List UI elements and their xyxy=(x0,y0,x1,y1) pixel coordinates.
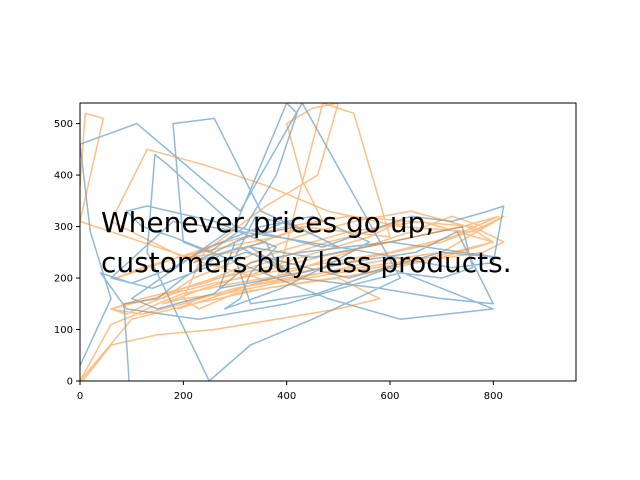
y-axis: 0 100 200 300 400 500 xyxy=(54,119,80,388)
y-tick-label: 500 xyxy=(54,119,73,130)
plot-frame xyxy=(79,102,577,382)
series-layer xyxy=(80,103,505,381)
y-tick-label: 300 xyxy=(54,222,73,233)
x-tick-label: 600 xyxy=(380,391,399,402)
x-tick-label: 400 xyxy=(277,391,296,402)
series-line-2 xyxy=(80,103,505,381)
annotation-line-1: Whenever prices go up, xyxy=(101,206,434,239)
x-tick-label: 800 xyxy=(484,391,503,402)
y-tick-label: 0 xyxy=(67,377,73,388)
x-axis: 0 200 400 600 800 xyxy=(77,381,503,402)
annotation-line-2: customers buy less products. xyxy=(101,246,512,279)
series-line-1 xyxy=(80,103,505,381)
y-tick-label: 400 xyxy=(54,171,73,182)
y-tick-label: 200 xyxy=(54,274,73,285)
x-tick-label: 0 xyxy=(77,391,83,402)
y-tick-label: 100 xyxy=(54,325,73,336)
x-tick-label: 200 xyxy=(174,391,193,402)
